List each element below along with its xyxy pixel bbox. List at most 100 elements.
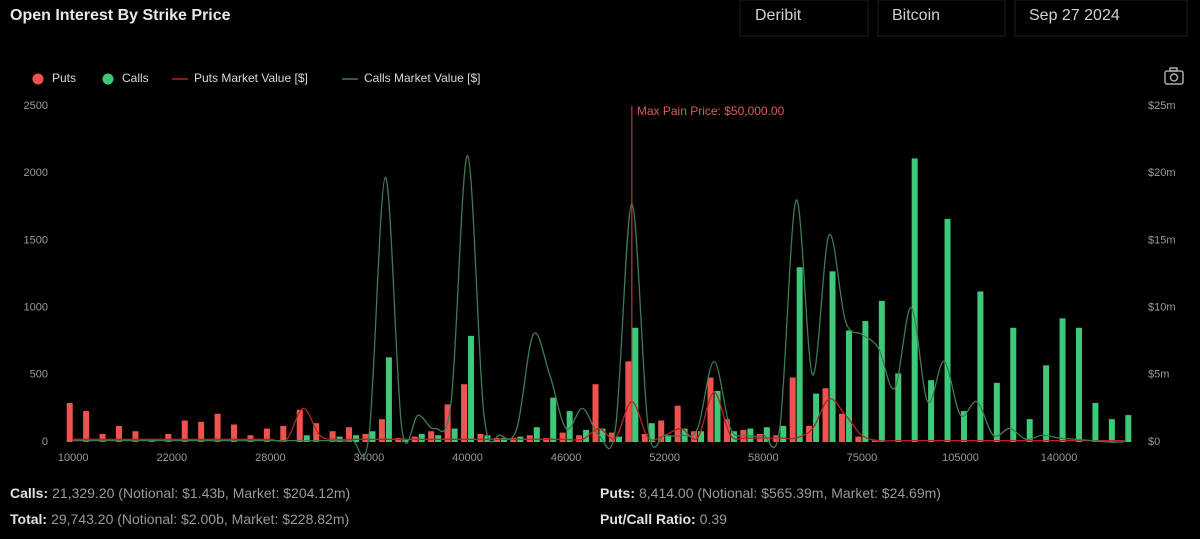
bar: [1092, 403, 1099, 442]
bar: [707, 377, 714, 442]
bar: [566, 411, 573, 442]
bar: [871, 440, 878, 442]
bar: [280, 425, 287, 442]
bar: [615, 436, 622, 442]
bar: [550, 397, 557, 442]
bar: [395, 437, 402, 442]
bar: [313, 423, 320, 442]
bar: [789, 377, 796, 442]
bar: [895, 373, 902, 442]
asset-select[interactable]: [877, 0, 1006, 37]
bar: [247, 435, 254, 442]
summary-puts: Puts: 8,414.00 (Notional: $565.39m, Marke…: [600, 485, 941, 501]
bar: [944, 218, 951, 442]
y-tick-label: 1000: [24, 302, 48, 314]
bar: [977, 291, 984, 442]
bar: [763, 427, 770, 442]
expiry-select[interactable]: [1014, 0, 1188, 37]
summary-value: 8,414.00 (Notional: $565.39m, Market: $2…: [639, 485, 941, 501]
summary-total: Total: 29,743.20 (Notional: $2.00b, Marke…: [10, 511, 349, 527]
bar: [533, 427, 540, 442]
bar: [99, 433, 106, 442]
bar: [559, 432, 566, 442]
bar: [576, 435, 583, 442]
market-value-line: [73, 155, 1125, 457]
x-tick-label: 34000: [354, 452, 385, 464]
bar: [510, 437, 517, 442]
bar: [641, 433, 648, 442]
x-tick-label: 46000: [551, 452, 582, 464]
summary-value: 29,743.20 (Notional: $2.00b, Market: $22…: [51, 511, 350, 527]
x-tick-label: 58000: [748, 452, 779, 464]
bar: [493, 437, 500, 442]
summary-calls: Calls: 21,329.20 (Notional: $1.43b, Marke…: [10, 485, 350, 501]
bar: [583, 429, 590, 442]
bar: [698, 431, 705, 442]
bar: [845, 330, 852, 442]
y2-tick-label: $10m: [1148, 302, 1176, 314]
bar: [543, 437, 550, 442]
bar: [402, 439, 409, 442]
x-tick-label: 105000: [942, 452, 979, 464]
legend-label: Calls: [122, 71, 149, 85]
bar: [83, 411, 90, 442]
chart-title: Open Interest By Strike Price: [10, 7, 231, 24]
bar: [813, 393, 820, 442]
summary-value: 21,329.20 (Notional: $1.43b, Market: $20…: [52, 485, 351, 501]
x-tick-label: 140000: [1041, 452, 1078, 464]
legend-label: Calls Market Value [$]: [364, 71, 481, 85]
filter-label[interactable]: Sep 27 2024: [1029, 7, 1120, 24]
bar: [911, 158, 918, 442]
bar: [214, 413, 221, 442]
bar: [796, 267, 803, 442]
y2-tick-label: $15m: [1148, 234, 1176, 246]
y2-tick-label: $0: [1148, 436, 1160, 448]
bar: [132, 431, 139, 442]
summary-label: Total:: [10, 511, 48, 527]
bar: [263, 428, 270, 442]
bar: [1026, 419, 1033, 442]
bar: [231, 424, 238, 442]
summary-label: Puts:: [600, 485, 635, 501]
exchange-select[interactable]: [739, 0, 869, 37]
summary-label: Calls:: [10, 485, 49, 501]
bar: [1059, 318, 1066, 442]
bar: [878, 300, 885, 442]
x-tick-label: 10000: [58, 452, 89, 464]
bar: [599, 428, 606, 442]
bar: [1108, 419, 1115, 442]
summary-ratio: Put/Call Ratio: 0.39: [600, 511, 727, 527]
bar: [608, 432, 615, 442]
filter-label[interactable]: Bitcoin: [892, 7, 940, 24]
y-tick-label: 1500: [24, 234, 48, 246]
max-pain-label: Max Pain Price: $50,000.00: [637, 104, 785, 118]
bar: [658, 420, 665, 442]
x-tick-label: 28000: [255, 452, 286, 464]
legend-swatch: [102, 73, 114, 85]
bar: [484, 435, 491, 442]
bar: [468, 335, 475, 442]
x-tick-label: 22000: [157, 452, 188, 464]
filter-label[interactable]: Deribit: [755, 7, 802, 24]
y2-tick-label: $25m: [1148, 100, 1176, 112]
bar: [829, 271, 836, 442]
y2-tick-label: $20m: [1148, 167, 1176, 179]
bar: [773, 435, 780, 442]
bar: [665, 435, 672, 442]
bar: [329, 431, 336, 442]
bar: [500, 437, 507, 442]
camera-icon[interactable]: [1164, 67, 1184, 85]
bar: [66, 403, 73, 442]
summary-label: Put/Call Ratio:: [600, 511, 696, 527]
bar: [378, 419, 385, 442]
legend-label: Puts Market Value [$]: [194, 71, 308, 85]
bar: [1125, 415, 1132, 442]
bar: [451, 428, 458, 442]
x-tick-label: 52000: [649, 452, 680, 464]
bar: [632, 327, 639, 442]
bar: [838, 413, 845, 442]
x-tick-label: 75000: [847, 452, 878, 464]
legend-label: Puts: [52, 71, 76, 85]
